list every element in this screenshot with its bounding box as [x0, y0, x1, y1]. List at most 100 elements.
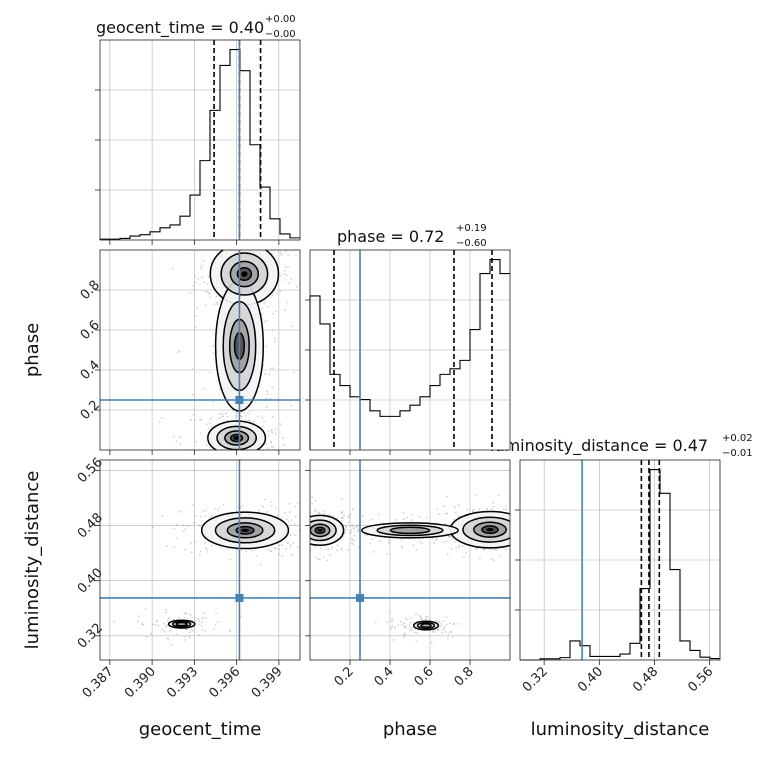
scatter-point	[466, 508, 469, 511]
scatter-point	[475, 494, 478, 496]
scatter-point	[438, 621, 441, 624]
scatter-point	[150, 632, 153, 635]
scatter-point	[199, 515, 202, 518]
scatter-point	[410, 513, 413, 516]
scatter-point	[189, 292, 192, 294]
scatter-point	[511, 535, 513, 537]
scatter-point	[183, 635, 186, 638]
scatter-point	[213, 303, 216, 306]
scatter-point	[511, 528, 513, 530]
scatter-point	[455, 546, 458, 549]
scatter-point	[408, 624, 411, 627]
density-peak	[233, 436, 240, 440]
scatter-point	[157, 624, 160, 627]
scatter-point	[394, 519, 397, 521]
scatter-point	[225, 412, 228, 415]
scatter-point	[290, 404, 293, 407]
scatter-point	[386, 621, 389, 623]
scatter-point	[228, 453, 230, 455]
scatter-point	[445, 623, 448, 626]
scatter-point	[450, 547, 453, 550]
scatter-point	[305, 523, 307, 525]
scatter-point	[284, 309, 286, 311]
scatter-point	[420, 617, 423, 620]
x-tick-label: 0.32	[520, 664, 551, 695]
scatter-point	[267, 434, 270, 437]
scatter-point	[443, 627, 446, 630]
scatter-point	[288, 282, 290, 285]
scatter-point	[441, 629, 444, 631]
scatter-point	[278, 544, 281, 547]
scatter-point	[173, 546, 176, 549]
xlabel-geocent-time: geocent_time	[139, 719, 262, 740]
scatter-point	[171, 267, 174, 270]
scatter-point	[405, 626, 408, 629]
scatter-point	[275, 432, 277, 435]
scatter-point	[287, 254, 290, 256]
scatter-point	[379, 540, 382, 542]
scatter-point	[221, 415, 224, 418]
scatter-point	[190, 542, 193, 544]
scatter-point	[429, 618, 432, 621]
scatter-point	[491, 508, 493, 511]
x-tick-label: 0.48	[630, 664, 661, 695]
scatter-point	[314, 556, 317, 558]
scatter-point	[292, 371, 295, 374]
scatter-point	[414, 631, 417, 634]
scatter-point	[340, 547, 343, 550]
scatter-point	[435, 538, 438, 541]
scatter-point	[514, 551, 516, 553]
scatter-point	[239, 247, 241, 249]
scatter-point	[184, 612, 187, 614]
scatter-point	[249, 410, 252, 413]
scatter-point	[161, 628, 164, 631]
scatter-point	[244, 419, 247, 421]
scatter-point	[415, 613, 417, 616]
scatter-point	[463, 556, 465, 559]
scatter-point	[302, 517, 304, 519]
scatter-point	[340, 517, 343, 520]
scatter-point	[235, 415, 237, 417]
scatter-point	[391, 618, 394, 621]
scatter-point	[401, 547, 404, 549]
scatter-point	[516, 536, 518, 538]
scatter-point	[264, 300, 267, 302]
scatter-point	[271, 292, 274, 295]
scatter-point	[437, 628, 439, 631]
scatter-point	[142, 623, 145, 626]
scatter-point	[372, 550, 375, 553]
scatter-point	[167, 637, 170, 640]
scatter-point	[210, 426, 213, 428]
scatter-point	[266, 390, 268, 393]
scatter-point	[193, 289, 195, 291]
scatter-point	[194, 315, 197, 317]
density-luminosity-distance-vs-phase	[300, 494, 519, 644]
scatter-point	[319, 547, 322, 549]
scatter-point	[179, 442, 182, 445]
scatter-point	[409, 626, 412, 629]
scatter-point	[307, 515, 309, 517]
scatter-point	[405, 618, 408, 621]
scatter-point	[371, 538, 373, 541]
scatter-point	[517, 522, 519, 524]
scatter-point	[495, 548, 498, 550]
scatter-point	[189, 613, 192, 616]
scatter-point	[415, 549, 418, 551]
scatter-point	[457, 516, 460, 518]
scatter-point	[390, 627, 393, 629]
scatter-point	[227, 454, 229, 456]
scatter-point	[349, 532, 352, 535]
scatter-point	[345, 525, 347, 528]
scatter-point	[266, 393, 269, 396]
scatter-point	[193, 626, 196, 628]
scatter-point	[199, 623, 201, 626]
scatter-point	[192, 413, 195, 416]
scatter-point	[512, 529, 514, 531]
scatter-point	[184, 528, 187, 530]
scatter-point	[185, 612, 188, 615]
scatter-point	[278, 548, 280, 551]
scatter-point	[300, 528, 302, 530]
scatter-point	[241, 504, 244, 507]
scatter-point	[271, 386, 274, 389]
